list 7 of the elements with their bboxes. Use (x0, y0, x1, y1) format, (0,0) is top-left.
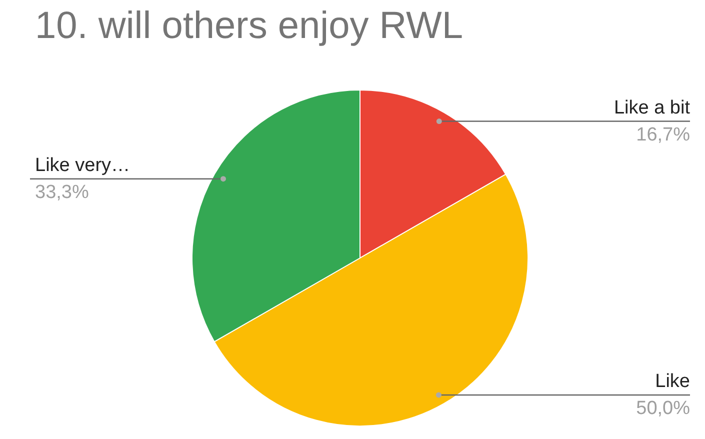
data-label: 16,7% (636, 124, 690, 146)
slice-label: Like very… (35, 154, 130, 176)
slice-label: Like (655, 370, 690, 392)
chart-title: 10. will others enjoy RWL (35, 5, 464, 47)
data-label: 50,0% (636, 398, 690, 419)
data-label: 33,3% (35, 182, 89, 203)
slice-label: Like a bit (614, 97, 691, 118)
